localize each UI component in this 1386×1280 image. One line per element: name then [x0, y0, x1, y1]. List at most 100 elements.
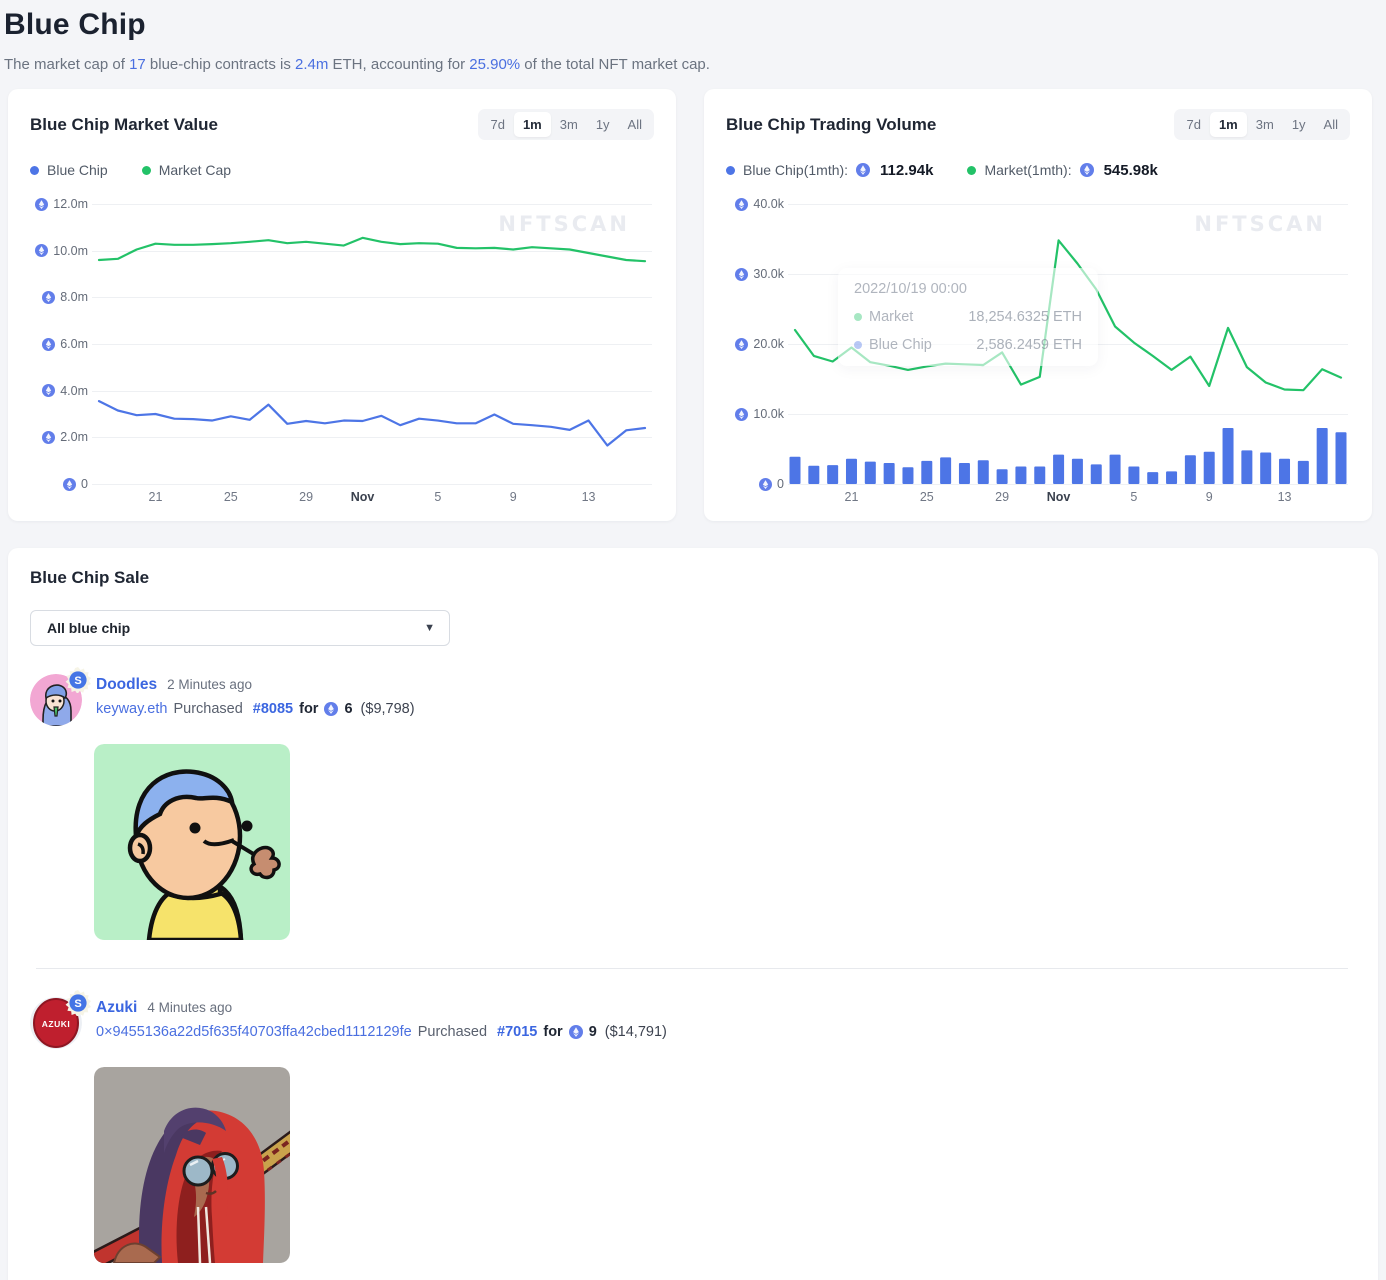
- volume-bar[interactable]: [789, 456, 801, 484]
- tooltip-label: Market: [869, 309, 914, 325]
- nft-image[interactable]: [94, 1067, 290, 1263]
- x-axis-tick: 5: [434, 490, 442, 504]
- volume-bar[interactable]: [940, 457, 952, 484]
- filter-3m[interactable]: 3m: [551, 112, 587, 137]
- volume-bar[interactable]: [808, 465, 820, 484]
- svg-text:AZUKI: AZUKI: [42, 1019, 70, 1029]
- volume-bar[interactable]: [1147, 472, 1159, 484]
- filter-all[interactable]: All: [619, 112, 651, 137]
- buyer-link[interactable]: keyway.eth: [96, 701, 168, 717]
- volume-bar[interactable]: [1166, 471, 1178, 484]
- y-axis-tick: 30.0k: [726, 267, 784, 281]
- chart-legend: Blue Chip Market Cap: [30, 160, 654, 180]
- volume-bar[interactable]: [1297, 460, 1309, 484]
- y-axis-tick: 10.0m: [30, 244, 88, 258]
- volume-bar[interactable]: [1316, 428, 1328, 484]
- avatar-wrap[interactable]: AZUKI S: [30, 990, 91, 1051]
- avatar-wrap[interactable]: S: [30, 667, 91, 728]
- svg-text:S: S: [74, 675, 81, 687]
- gridline: [788, 414, 1348, 415]
- volume-bar[interactable]: [1335, 432, 1347, 484]
- eth-icon: [42, 384, 56, 398]
- x-axis-tick: 25: [223, 490, 238, 504]
- sale-time: 2 Minutes ago: [167, 677, 252, 692]
- sale-detail-row: keyway.eth Purchased #8085 for 6 ($9,798…: [96, 701, 415, 717]
- volume-bar[interactable]: [845, 458, 857, 484]
- volume-bar[interactable]: [958, 463, 970, 484]
- volume-bar[interactable]: [1128, 466, 1140, 485]
- y-axis-tick: 20.0k: [726, 337, 784, 351]
- collection-link[interactable]: Azuki: [96, 999, 138, 1016]
- eth-icon: [42, 290, 56, 304]
- page-title: Blue Chip: [4, 8, 146, 41]
- buyer-link[interactable]: 0×9455136a22d5f635f40703ffa42cbed1112129…: [96, 1024, 412, 1040]
- x-axis-tick: 13: [581, 490, 596, 504]
- filter-1y[interactable]: 1y: [587, 112, 619, 137]
- volume-bar[interactable]: [1034, 466, 1046, 485]
- volume-bar[interactable]: [1090, 464, 1102, 484]
- verified-badge-icon: S: [65, 667, 91, 694]
- market-value-chart[interactable]: NFTSCAN 12.0m 10.0m 8.0m 6.0m 4.0m 2.0m 0 21 25 2…: [30, 194, 654, 512]
- token-link[interactable]: #7015: [497, 1024, 538, 1040]
- svg-text:S: S: [74, 998, 81, 1010]
- token-link[interactable]: #8085: [252, 701, 294, 717]
- filter-all[interactable]: All: [1315, 112, 1347, 137]
- y-axis-tick: 0: [30, 477, 88, 491]
- volume-bar[interactable]: [1203, 451, 1215, 484]
- volume-bar[interactable]: [902, 467, 914, 484]
- volume-bar[interactable]: [1015, 466, 1027, 485]
- volume-bar[interactable]: [827, 465, 839, 484]
- volume-bar[interactable]: [864, 461, 876, 484]
- volume-bar[interactable]: [1071, 458, 1083, 484]
- sale-action: Purchased: [173, 701, 243, 717]
- volume-bar[interactable]: [883, 463, 895, 484]
- sale-action: Purchased: [417, 1024, 488, 1040]
- gridline: [788, 204, 1348, 205]
- sale-detail-row: 0×9455136a22d5f635f40703ffa42cbed1112129…: [96, 1024, 667, 1040]
- card-title: Blue Chip Trading Volume: [726, 115, 937, 134]
- legend-blue-chip-volume: Blue Chip(1mth): 112.94k: [726, 162, 933, 179]
- volume-bar[interactable]: [1222, 428, 1234, 484]
- collection-filter-dropdown[interactable]: All blue chip ▼: [30, 610, 450, 646]
- filter-3m[interactable]: 3m: [1247, 112, 1283, 137]
- gridline: [92, 344, 652, 345]
- y-axis-tick: 40.0k: [726, 197, 784, 211]
- volume-bar[interactable]: [1279, 458, 1291, 484]
- volume-bar[interactable]: [1109, 454, 1121, 484]
- filter-1y[interactable]: 1y: [1283, 112, 1315, 137]
- gridline: [92, 297, 652, 299]
- volume-bar[interactable]: [1260, 452, 1272, 485]
- subtitle-text: ETH, accounting for: [328, 56, 470, 73]
- gridline: [92, 390, 652, 392]
- volume-bar[interactable]: [1184, 455, 1196, 484]
- filter-7d[interactable]: 7d: [1177, 112, 1209, 137]
- market-cap-value: 2.4m: [294, 56, 329, 73]
- sale-header: S Doodles 2 Minutes ago keyway.eth Purch…: [30, 667, 1356, 728]
- sale-title-row: Doodles 2 Minutes ago: [96, 676, 415, 694]
- trading-volume-chart[interactable]: NFTSCAN 2022/10/19 00:00 Market 18,254.63…: [726, 194, 1350, 512]
- tooltip-value: 2,586.2459 ETH: [976, 337, 1082, 353]
- sale-time: 4 Minutes ago: [147, 1000, 233, 1015]
- collection-link[interactable]: Doodles: [96, 676, 158, 693]
- dropdown-value: All blue chip: [47, 620, 131, 636]
- x-axis-tick: 29: [299, 490, 314, 504]
- nftscan-watermark: NFTSCAN: [1194, 212, 1326, 236]
- volume-bar[interactable]: [977, 460, 989, 484]
- volume-bar[interactable]: [1053, 454, 1065, 484]
- volume-bar[interactable]: [1241, 450, 1253, 484]
- filter-1m[interactable]: 1m: [513, 112, 551, 137]
- list-item: S Doodles 2 Minutes ago keyway.eth Purch…: [30, 667, 1356, 940]
- blue-chip-sale-card: Blue Chip Sale All blue chip ▼: [8, 548, 1378, 1280]
- nft-image[interactable]: [94, 744, 290, 940]
- filter-1m[interactable]: 1m: [1209, 112, 1247, 137]
- volume-bar[interactable]: [996, 469, 1008, 484]
- volume-bar[interactable]: [921, 460, 933, 484]
- eth-icon: [324, 702, 339, 716]
- y-axis-tick: 0: [726, 477, 784, 491]
- filter-7d[interactable]: 7d: [481, 112, 513, 137]
- tooltip-value: 18,254.6325 ETH: [968, 309, 1082, 325]
- x-axis-tick: 25: [919, 490, 934, 504]
- x-axis-tick: 29: [995, 490, 1010, 504]
- charts-row: Blue Chip Market Value 7d 1m 3m 1y All B…: [8, 89, 1378, 521]
